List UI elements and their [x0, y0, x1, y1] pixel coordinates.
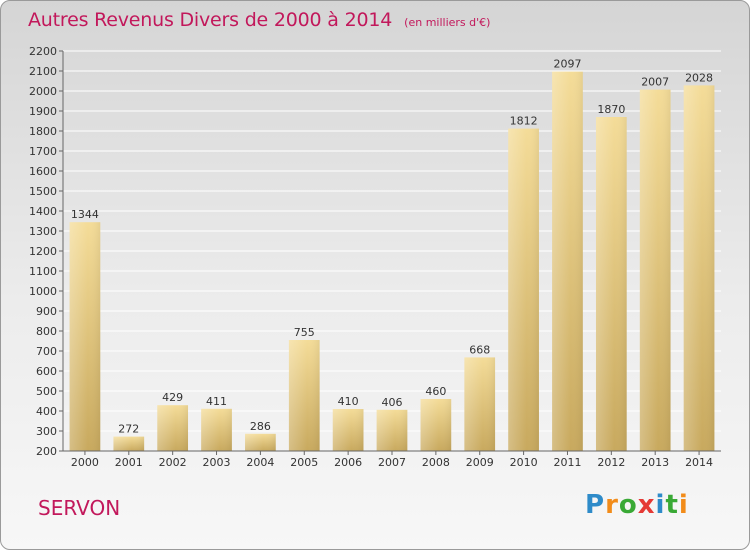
logo-letter: P	[585, 490, 606, 520]
data-label: 1870	[597, 103, 625, 116]
bar-shade	[113, 436, 145, 451]
x-tick-label: 2006	[334, 456, 362, 469]
bar-shade	[464, 357, 496, 451]
y-tick-label: 300	[36, 425, 57, 438]
bar-shade	[420, 399, 452, 451]
bar-shade	[157, 405, 189, 451]
data-label: 1812	[510, 115, 538, 128]
x-tick-label: 2005	[290, 456, 318, 469]
data-label: 410	[338, 395, 359, 408]
data-label: 411	[206, 395, 227, 408]
y-tick-label: 600	[36, 365, 57, 378]
x-tick-label: 2000	[71, 456, 99, 469]
y-tick-label: 1400	[29, 205, 57, 218]
data-label: 1344	[71, 208, 99, 221]
y-tick-label: 2200	[29, 45, 57, 58]
data-label: 668	[469, 343, 490, 356]
y-tick-label: 1700	[29, 145, 57, 158]
y-tick-label: 1800	[29, 125, 57, 138]
x-tick-label: 2010	[510, 456, 538, 469]
x-tick-label: 2007	[378, 456, 406, 469]
y-tick-label: 500	[36, 385, 57, 398]
y-tick-label: 1100	[29, 265, 57, 278]
x-tick-label: 2009	[466, 456, 494, 469]
y-tick-label: 800	[36, 325, 57, 338]
y-tick-label: 1300	[29, 225, 57, 238]
data-label: 406	[382, 396, 403, 409]
title-text: Autres Revenus Divers de 2000 à 2014	[28, 9, 393, 31]
y-tick-label: 2000	[29, 85, 57, 98]
logo-letter: o	[618, 490, 638, 520]
chart-title: Autres Revenus Divers de 2000 à 2014 (en…	[28, 9, 490, 31]
bar-shade	[683, 85, 715, 452]
bar-shade	[639, 89, 671, 451]
data-label: 2007	[641, 76, 669, 89]
data-label: 272	[118, 423, 139, 436]
labels: 2000 1344 2001 272 2002 429 2003 411 2004 286 2005…	[71, 58, 713, 469]
y-tick-label: 1600	[29, 165, 57, 178]
bar-shade	[595, 117, 627, 451]
x-tick-label: 2008	[422, 456, 450, 469]
bar-shade	[376, 409, 408, 451]
bars	[69, 71, 715, 452]
y-tick-label: 1000	[29, 285, 57, 298]
data-label: 460	[425, 385, 446, 398]
bar-shade	[552, 71, 583, 451]
bar-shade	[69, 222, 101, 451]
y-tick-label: 2100	[29, 65, 57, 78]
subtitle-text: (en milliers d'€)	[404, 16, 491, 29]
bar-shade	[508, 128, 539, 451]
bar-shade	[288, 340, 320, 451]
data-label: 2028	[685, 71, 713, 84]
x-tick-label: 2001	[115, 456, 143, 469]
x-tick-label: 2014	[685, 456, 713, 469]
logo-letter: i	[655, 490, 666, 520]
y-tick-label: 700	[36, 345, 57, 358]
proxiti-logo: Proxiti	[585, 490, 689, 520]
logo-letter: r	[605, 490, 619, 520]
logo-letter: i	[678, 490, 689, 520]
logo-letter: t	[665, 490, 679, 520]
data-label: 286	[250, 420, 271, 433]
y-tick-label: 1500	[29, 185, 57, 198]
x-tick-label: 2002	[159, 456, 187, 469]
y-tick-label: 400	[36, 405, 57, 418]
bar-shade	[332, 409, 364, 451]
x-tick-label: 2013	[641, 456, 669, 469]
x-tick-label: 2012	[597, 456, 625, 469]
logo-letter: x	[637, 490, 656, 520]
axes: 200 300 400 500 600 700 800 900 1000 1100 1200 1300…	[29, 45, 721, 458]
y-tick-label: 1900	[29, 105, 57, 118]
x-tick-label: 2004	[246, 456, 274, 469]
bar-shade	[201, 408, 232, 451]
y-tick-label: 900	[36, 305, 57, 318]
y-tick-label: 200	[36, 445, 57, 458]
y-tick-label: 1200	[29, 245, 57, 258]
x-tick-label: 2011	[553, 456, 581, 469]
data-label: 429	[162, 391, 183, 404]
bar-shade	[245, 433, 276, 451]
commune-name: SERVON	[38, 496, 121, 520]
data-label: 755	[294, 326, 315, 339]
data-label: 2097	[553, 58, 581, 71]
x-tick-label: 2003	[203, 456, 231, 469]
